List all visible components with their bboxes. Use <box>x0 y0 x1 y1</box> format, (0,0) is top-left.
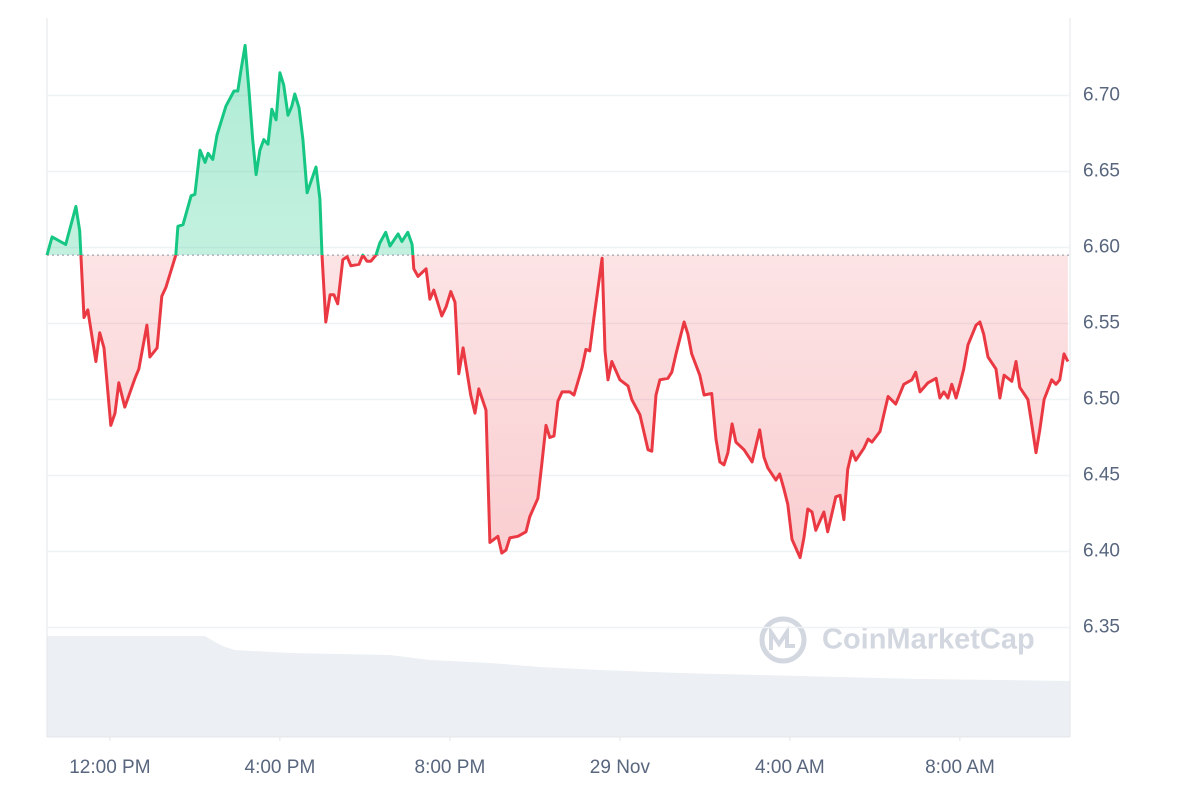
volume-area <box>47 636 1070 737</box>
x-tick-label: 4:00 PM <box>245 757 316 778</box>
watermark: CoinMarketCap <box>759 616 1035 664</box>
y-tick-label: 6.35 <box>1083 617 1120 638</box>
y-tick-label: 6.60 <box>1083 237 1120 258</box>
y-tick-label: 6.40 <box>1083 541 1120 562</box>
x-tick-label: 8:00 PM <box>415 757 486 778</box>
y-tick-label: 6.45 <box>1083 465 1120 486</box>
plot: 6.35 6.40 6.45 6.50 6.55 6.60 6.65 6.70 12:00 PM… <box>45 43 1120 778</box>
watermark-text: CoinMarketCap <box>822 624 1035 656</box>
x-tick-label: 12:00 PM <box>69 757 150 778</box>
watermark-logo <box>759 616 807 664</box>
x-tick-label: 8:00 AM <box>925 757 995 778</box>
watermark-logo-mark <box>769 625 795 650</box>
area-down <box>80 255 1068 558</box>
y-tick-label: 6.70 <box>1083 85 1120 106</box>
y-tick-label: 6.50 <box>1083 389 1120 410</box>
y-tick-label: 6.55 <box>1083 313 1120 334</box>
price-line-up <box>45 43 415 256</box>
x-tick-label: 29 Nov <box>590 757 651 778</box>
y-tick-label: 6.65 <box>1083 161 1120 182</box>
area-up <box>47 45 1068 256</box>
price-line-down <box>47 255 1070 560</box>
x-tick-label: 4:00 AM <box>755 757 825 778</box>
